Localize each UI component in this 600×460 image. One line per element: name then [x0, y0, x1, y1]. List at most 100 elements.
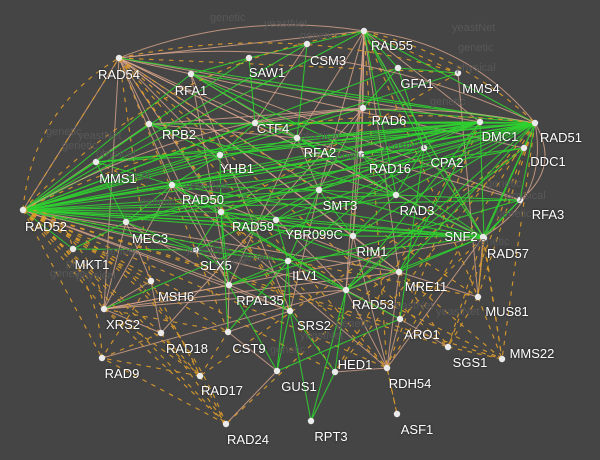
edge-yeastNet	[22, 209, 222, 213]
edge-yeastNet	[362, 107, 536, 124]
edge-yeastNet	[22, 43, 308, 211]
node-gfa1[interactable]	[394, 64, 402, 72]
node-rad24[interactable]	[222, 420, 230, 428]
node-csm3[interactable]	[303, 40, 311, 48]
edge-genetic	[398, 271, 503, 360]
edge-physical	[22, 209, 400, 273]
node-rad53[interactable]	[342, 286, 350, 294]
node-rad51[interactable]	[531, 119, 539, 127]
edge-genetic	[103, 308, 201, 377]
node-cst9[interactable]	[224, 328, 232, 336]
edge-yeastNet	[220, 122, 536, 213]
node-xrs2[interactable]	[100, 305, 108, 313]
edge-genetic	[101, 357, 227, 425]
node-hed1[interactable]	[331, 368, 339, 376]
edge-yeastNet	[220, 211, 400, 273]
edge-genetic	[398, 271, 401, 320]
edge-physical	[227, 310, 291, 333]
edge-genetic	[199, 331, 229, 377]
node-ctf4[interactable]	[251, 119, 259, 127]
node-dmc1[interactable]	[476, 118, 484, 126]
node-yhb1[interactable]	[216, 151, 224, 159]
edge-physical	[228, 137, 298, 286]
edge-genetic	[118, 57, 291, 312]
node-rpb2[interactable]	[145, 120, 153, 128]
edge-yeastNet	[95, 154, 221, 163]
edge-yeastNet	[287, 147, 425, 262]
node-rad54[interactable]	[115, 54, 123, 62]
node-msh6[interactable]	[147, 277, 155, 285]
node-mec3[interactable]	[122, 218, 130, 226]
edge-genetic	[334, 122, 536, 373]
edge-yeastNet	[220, 211, 230, 286]
node-rfa2[interactable]	[293, 134, 301, 142]
edge-yeastNet	[228, 284, 278, 372]
edge-yeastNet	[395, 147, 425, 196]
node-rad55[interactable]	[360, 27, 368, 35]
edge-genetic	[22, 209, 449, 348]
edge-physical	[457, 72, 479, 298]
edge-physical	[22, 209, 291, 312]
node-rad18[interactable]	[157, 329, 165, 337]
edge-yeastNet	[318, 189, 354, 237]
node-rad6[interactable]	[359, 104, 367, 112]
edge-genetic	[225, 147, 525, 425]
node-rad50[interactable]	[168, 181, 176, 189]
edge-genetic	[22, 209, 388, 369]
edge-yeastNet	[318, 189, 484, 238]
node-mus81[interactable]	[474, 293, 482, 301]
node-ilv1[interactable]	[284, 257, 292, 265]
node-sgs1[interactable]	[444, 343, 452, 351]
node-mms4[interactable]	[454, 69, 462, 77]
node-aro1[interactable]	[396, 315, 404, 323]
node-ddc1[interactable]	[520, 144, 528, 152]
edge-yeastNet	[72, 248, 197, 251]
edge-physical	[103, 221, 127, 310]
edge-yeastNet	[399, 147, 425, 320]
node-rad17[interactable]	[196, 372, 204, 380]
node-mre11[interactable]	[395, 268, 403, 276]
node-rpt3[interactable]	[307, 417, 315, 425]
edge-genetic	[103, 308, 227, 425]
node-rad52[interactable]	[19, 206, 27, 214]
node-asf1[interactable]	[393, 410, 401, 418]
edge-physical	[352, 153, 362, 237]
node-rad3[interactable]	[392, 191, 400, 199]
node-ybr099c[interactable]	[272, 216, 280, 224]
edge-yeastNet	[310, 289, 347, 422]
node-rpa135[interactable]	[225, 281, 233, 289]
edge-genetic	[483, 237, 503, 360]
edge-genetic	[22, 209, 162, 334]
edge-yeastNet	[289, 310, 336, 373]
edge-yeastNet	[483, 199, 521, 239]
node-cpa2[interactable]	[420, 144, 428, 152]
edge-physical	[289, 189, 320, 312]
node-rad16[interactable]	[357, 150, 365, 158]
node-rdh54[interactable]	[383, 364, 391, 372]
node-rfa3[interactable]	[516, 196, 524, 204]
edge-yeastNet	[219, 122, 256, 156]
node-mms1[interactable]	[92, 158, 100, 166]
node-rfa1[interactable]	[187, 70, 195, 78]
node-rim1[interactable]	[349, 232, 357, 240]
node-smt3[interactable]	[315, 186, 323, 194]
edge-genetic	[101, 332, 162, 359]
edge-physical	[22, 108, 536, 211]
edge-yeastNet	[254, 122, 298, 139]
edge-physical	[118, 57, 298, 139]
node-rad9[interactable]	[98, 354, 106, 362]
node-saw1[interactable]	[245, 54, 253, 62]
edge-genetic	[22, 57, 120, 211]
node-rad59[interactable]	[217, 208, 225, 216]
node-mms22[interactable]	[498, 355, 506, 363]
node-srs2[interactable]	[286, 307, 294, 315]
node-gus1[interactable]	[273, 367, 281, 375]
edge-physical	[386, 271, 400, 369]
node-mkt1[interactable]	[69, 245, 77, 253]
edge-yeastNet	[306, 30, 365, 45]
edge-yeastNet	[248, 57, 256, 124]
node-rad57[interactable]	[480, 234, 488, 242]
edge-genetic	[118, 57, 152, 282]
node-slx5[interactable]	[192, 246, 200, 254]
